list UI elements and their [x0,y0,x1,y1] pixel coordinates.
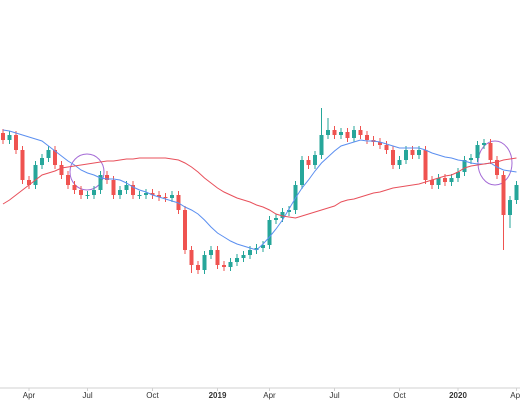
candle-body [365,135,369,140]
candle-body [287,210,291,212]
candle-body [488,143,493,160]
candle-body [118,190,122,195]
candle-body [189,250,194,265]
candle-body [235,258,239,262]
candle-body [222,265,226,267]
candle-body [404,150,408,160]
x-tick-label: Apr [263,391,276,400]
candle-body [514,185,519,200]
candle-body [391,150,395,165]
candle-body [248,250,252,255]
candle-body [274,218,278,220]
candle-body [384,145,389,150]
x-tick-label: 2019 [209,391,227,400]
candle-body [501,175,506,215]
candle-body [215,250,220,265]
candle-body [300,160,304,185]
candle-body [449,178,454,182]
candle-body [397,160,402,165]
candle-body [33,165,38,185]
candle-body [410,150,415,155]
moving-average [2,157,517,219]
candle-body [85,195,90,196]
x-tick-label: Jul [82,391,92,400]
candle-body [254,248,259,250]
candle-body [7,135,12,140]
candle-body [46,150,51,158]
candle-body [339,132,343,135]
candle-body [319,135,324,155]
candle-body [378,142,382,145]
candle-body [53,150,57,165]
candle-body [59,165,64,175]
candle-body [124,185,129,190]
candle-body [332,130,337,135]
candle-body [241,255,246,258]
x-tick-label: Apr [510,391,520,400]
candle-body [202,255,207,270]
candle-body [209,250,213,255]
candle-body [183,210,187,250]
candle-body [352,130,356,138]
candle-body [98,175,103,190]
x-tick-label: Oct [393,391,406,400]
candle-body [469,158,473,160]
candle-body [345,132,350,138]
candle-body [170,195,174,198]
candle-body [430,180,434,185]
candle-body [111,180,116,195]
candle-body [144,193,148,195]
candle-body [313,155,317,165]
candle-body [267,220,272,245]
candle-body [20,150,25,180]
candle-body [475,145,480,158]
candle-body [72,185,77,190]
candle-body [443,178,447,182]
highlight-circle [69,153,105,191]
candle-body [137,195,142,196]
candle-body [196,265,200,270]
candle-body [423,150,428,180]
candle-body [92,190,96,195]
candle-body [417,150,421,155]
x-tick-label: Jul [329,391,339,400]
candle-body [157,195,161,197]
candle-body [436,178,441,185]
candle-body [228,262,233,267]
candle-body [358,130,363,135]
candle-body [280,212,285,218]
candle-body [326,130,330,135]
candle-body [40,158,44,165]
candle-body [462,160,467,172]
candle-body [150,193,155,195]
x-tick-label: Oct [146,391,159,400]
candle-body [105,175,109,180]
candle-body [27,180,31,185]
moving-average [2,129,517,251]
x-tick-label: Apr [23,391,36,400]
candle-body [261,245,265,248]
candle-body [306,160,311,165]
candle-body [508,200,512,215]
candle-body [163,197,168,198]
highlight-circle [477,140,513,186]
candle-body [456,172,460,178]
candle-body [79,190,83,195]
candle-body [1,133,5,140]
x-tick-label: 2020 [449,391,467,400]
candle-body [131,185,135,195]
candle-body [482,143,486,145]
candle-body [66,175,70,185]
candle-body [14,135,18,150]
